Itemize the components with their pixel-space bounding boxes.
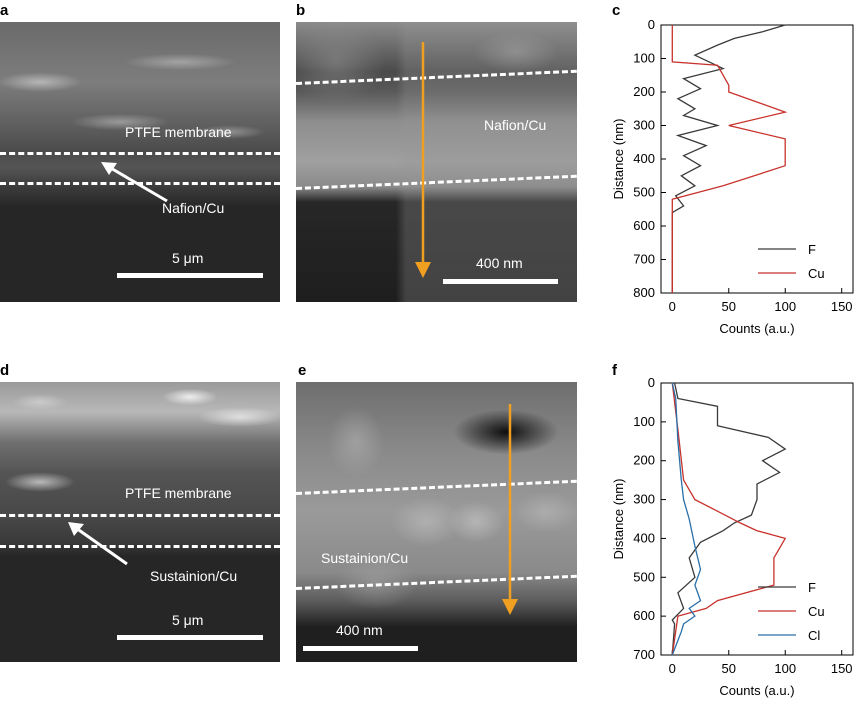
y-tick-label: 600	[633, 608, 655, 623]
scalebar-label: 5 μm	[172, 250, 204, 266]
interface-dash-top	[296, 69, 577, 85]
y-axis-label: Distance (nm)	[611, 479, 626, 560]
y-tick-label: 300	[633, 118, 655, 133]
label-layer: Sustainion/Cu	[321, 550, 409, 566]
panel-letter-f: f	[612, 362, 617, 379]
x-tick-label: 0	[669, 661, 676, 676]
pointer-arrow	[101, 162, 168, 203]
y-tick-label: 300	[633, 492, 655, 507]
legend-label-cu: Cu	[808, 266, 825, 281]
legend-label-f: F	[808, 580, 816, 595]
legend-label-cl: Cl	[808, 628, 820, 643]
plot-frame	[660, 382, 854, 656]
panel-letter-d: d	[0, 362, 10, 379]
panel-letter-a: a	[0, 2, 9, 19]
linescan-arrow	[415, 42, 431, 278]
x-tick-label: 100	[774, 299, 796, 314]
interface-dash-top	[0, 514, 280, 517]
chart-c: 0 100 200 300 400 500 600 700 800 0 50 100 150 Counts…	[611, 17, 854, 336]
x-axis-label: Counts (a.u.)	[719, 683, 794, 698]
y-tick-label: 100	[633, 51, 655, 66]
series-line-cu	[671, 25, 788, 293]
y-tick-label: 400	[633, 530, 655, 545]
sem-image-e: Sustainion/Cu 400 nm	[296, 382, 577, 662]
y-tick-label: 500	[633, 569, 655, 584]
label-layer: Nafion/Cu	[162, 200, 225, 216]
scalebar-label: 5 μm	[172, 612, 204, 628]
interface-dash-top	[296, 479, 577, 495]
x-tick-label: 150	[831, 299, 853, 314]
label-layer: Sustainion/Cu	[150, 568, 238, 584]
y-tick-label: 700	[633, 252, 655, 267]
y-tick-label: 400	[633, 151, 655, 166]
y-tick-label: 800	[633, 285, 655, 300]
x-tick-label: 100	[774, 661, 796, 676]
y-tick-label: 500	[633, 185, 655, 200]
scalebar	[303, 646, 418, 651]
scalebar	[117, 273, 263, 278]
x-axis-label: Counts (a.u.)	[719, 321, 794, 336]
panel-letter-c: c	[612, 2, 621, 19]
x-tick-label: 50	[722, 661, 736, 676]
x-tick-label: 0	[669, 299, 676, 314]
sem-image-a: PTFE membrane Nafion/Cu 5 μm	[0, 22, 280, 302]
y-axis-label: Distance (nm)	[611, 119, 626, 200]
y-tick-label: 200	[633, 453, 655, 468]
legend-label-f: F	[808, 242, 816, 257]
scalebar	[117, 635, 263, 640]
interface-dash-top	[0, 152, 280, 155]
legend-label-cu: Cu	[808, 604, 825, 619]
pointer-arrow	[68, 522, 128, 566]
x-tick-label: 150	[831, 661, 853, 676]
sem-image-b: Nafion/Cu 400 nm	[296, 22, 577, 302]
panel-letter-e: e	[298, 362, 307, 379]
series-line-cl	[671, 382, 702, 656]
y-tick-label: 600	[633, 218, 655, 233]
panel-letter-b: b	[296, 2, 306, 19]
y-tick-label: 0	[648, 17, 655, 32]
scalebar-label: 400 nm	[476, 255, 523, 271]
y-tick-label: 200	[633, 84, 655, 99]
y-tick-label: 0	[648, 375, 655, 390]
label-membrane: PTFE membrane	[125, 485, 232, 501]
x-tick-label: 50	[722, 299, 736, 314]
series-line-cu	[671, 382, 787, 656]
scalebar-label: 400 nm	[336, 622, 383, 638]
series-line-f	[671, 382, 787, 656]
y-tick-label: 100	[633, 414, 655, 429]
scalebar	[443, 279, 558, 284]
interface-dash-bottom	[0, 545, 280, 548]
y-tick-label: 700	[633, 647, 655, 662]
label-membrane: PTFE membrane	[125, 124, 232, 140]
linescan-arrow	[502, 404, 518, 615]
chart-f: 0 100 200 300 400 500 600 700 0 50 100 150 Counts (a…	[611, 375, 854, 698]
sem-image-d: PTFE membrane Sustainion/Cu 5 μm	[0, 382, 280, 662]
interface-dash-bottom	[296, 574, 577, 590]
interface-dash-bottom	[296, 174, 577, 190]
label-layer: Nafion/Cu	[484, 117, 547, 133]
series-line-f	[671, 24, 786, 293]
